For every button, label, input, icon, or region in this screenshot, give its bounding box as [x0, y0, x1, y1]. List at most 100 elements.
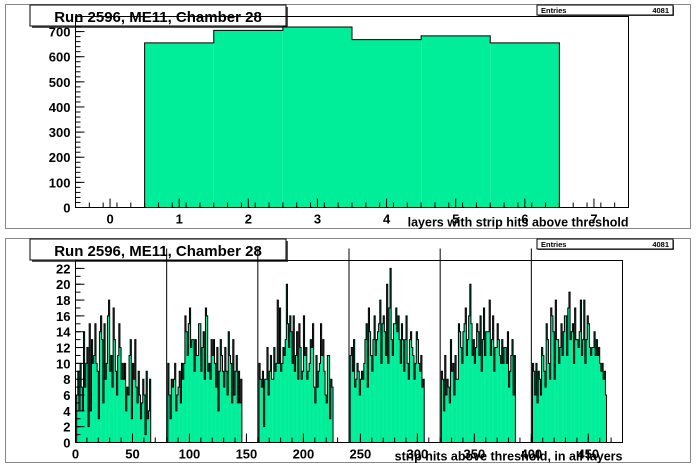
y-tick-label: 20: [56, 277, 70, 292]
bin-bar: [579, 331, 581, 443]
bin-bar: [91, 339, 93, 443]
bin-bar: [310, 339, 312, 443]
bin-bar: [542, 355, 545, 443]
bin-bar: [586, 339, 588, 443]
strips-histogram: Run 2596, ME11, Chamber 28 Entries 4081024…: [5, 238, 691, 464]
bin-bar: [111, 387, 114, 443]
bin-bar: [581, 355, 583, 443]
histogram-outline: [349, 267, 425, 443]
stats-box: Entries 4081: [536, 4, 674, 16]
bin-bar: [329, 418, 331, 443]
bin-bar: [533, 371, 535, 443]
layer-histogram: [167, 307, 243, 443]
bin-bar: [270, 355, 272, 443]
bin-bar: [110, 355, 113, 443]
x-tick-label: 400: [520, 447, 542, 462]
bin-bar: [141, 402, 143, 443]
bin-bar: [220, 339, 222, 443]
bin-bar: [475, 347, 477, 443]
bin-bar: [201, 347, 204, 443]
bin-bar: [545, 387, 547, 443]
bin-bar: [571, 331, 573, 443]
bin-bar: [119, 347, 122, 443]
bin-bar: [413, 379, 416, 443]
bin-bar: [468, 315, 470, 443]
bin-bar: [378, 323, 380, 443]
bin-bar: [486, 331, 489, 443]
bin-bar: [503, 347, 506, 443]
x-tick-label: 6: [521, 212, 528, 227]
bin-bar: [127, 395, 130, 443]
bin-bar: [596, 339, 598, 443]
bin-bar: [450, 339, 452, 443]
bin-bar: [265, 379, 268, 443]
bin-bar: [502, 363, 505, 443]
bin-bar: [362, 379, 365, 443]
bin-bar: [215, 387, 218, 443]
bin-bar: [195, 339, 197, 443]
bin-bar: [135, 387, 138, 443]
bin-bar: [465, 307, 467, 443]
bin-bar: [126, 387, 129, 443]
bin-bar: [121, 379, 123, 443]
bin-bar: [494, 347, 497, 443]
bin-bar: [597, 355, 599, 443]
bin-bar: [311, 347, 313, 443]
chart-title: Run 2596, ME11, Chamber 28: [54, 9, 262, 26]
bin-bar: [274, 371, 277, 443]
bin-bar: [459, 331, 461, 443]
bin-bar: [390, 268, 392, 443]
x-tick-label: 2: [245, 212, 252, 227]
bin-bar: [508, 387, 510, 443]
bin-bar: [183, 363, 186, 443]
bin-bar: [277, 300, 279, 443]
y-tick-label: 700: [49, 25, 71, 40]
bin-bar: [167, 363, 170, 443]
bin-bar: [212, 355, 214, 443]
y-tick-label: 16: [56, 309, 70, 324]
stats-box-frame: [536, 238, 674, 250]
x-tick-label: 50: [125, 447, 139, 462]
bin-bar: [182, 379, 184, 443]
bin-bar: [557, 339, 559, 443]
bin-bar: [461, 363, 464, 443]
bin-bar: [352, 371, 354, 443]
bin-bar: [231, 402, 233, 443]
bin-bar: [462, 331, 465, 443]
bin-bar: [320, 323, 322, 443]
bin-bar: [222, 371, 224, 443]
bin-bar: [282, 347, 285, 443]
bin-bar: [190, 347, 192, 443]
bar: [421, 35, 491, 208]
bin-bar: [562, 355, 564, 443]
bin-bar: [196, 355, 198, 443]
y-tick-label: 600: [49, 50, 71, 65]
x-tick-label: 250: [350, 447, 372, 462]
x-tick-label: 200: [293, 447, 315, 462]
bin-bar: [453, 395, 456, 443]
bin-bar: [307, 371, 310, 443]
bin-bar: [554, 379, 556, 443]
bin-bar: [295, 355, 297, 443]
bin-bar: [470, 323, 473, 443]
bin-bar: [401, 323, 403, 443]
bin-bar: [327, 355, 329, 443]
bin-bar: [117, 355, 120, 443]
bin-bar: [383, 315, 385, 443]
bin-bar: [359, 395, 361, 443]
bin-bar: [419, 371, 421, 443]
bin-bar: [444, 355, 447, 443]
bin-bar: [420, 355, 423, 443]
bars: [144, 26, 560, 208]
bin-bar: [457, 379, 459, 443]
x-tick-label: 450: [577, 447, 599, 462]
bin-bar: [229, 355, 231, 443]
bin-bar: [306, 379, 309, 443]
bin-bar: [361, 371, 363, 443]
bin-bar: [563, 331, 565, 443]
bin-bar: [192, 339, 195, 443]
x-axis-label: layers with strip hits above threshold: [408, 216, 629, 230]
bin-bar: [474, 363, 476, 443]
bin-bar: [326, 402, 328, 443]
y-tick-label: 14: [56, 325, 71, 340]
